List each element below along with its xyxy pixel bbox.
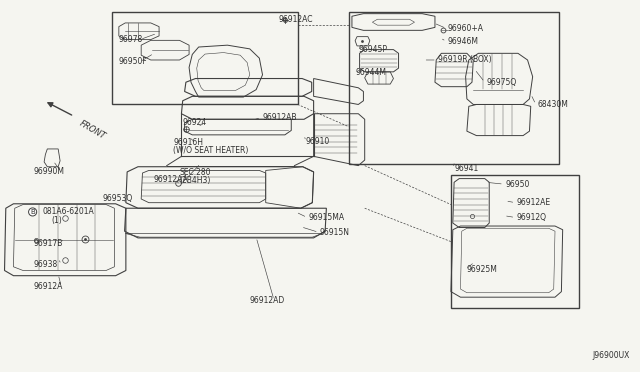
Bar bbox=[113, 12, 298, 105]
Bar bbox=[349, 12, 559, 164]
Text: 96945P: 96945P bbox=[358, 45, 387, 54]
Text: 96912Q: 96912Q bbox=[516, 213, 547, 222]
Text: 96950F: 96950F bbox=[119, 57, 148, 66]
Text: 96912AA: 96912AA bbox=[154, 175, 189, 184]
Text: 96990M: 96990M bbox=[34, 167, 65, 176]
Text: 081A6-6201A: 081A6-6201A bbox=[42, 208, 94, 217]
Text: 96938: 96938 bbox=[34, 260, 58, 269]
Text: 96912A: 96912A bbox=[34, 282, 63, 291]
Bar bbox=[451, 175, 579, 308]
Text: 68430M: 68430M bbox=[537, 100, 568, 109]
Text: 96912AD: 96912AD bbox=[250, 296, 285, 305]
Text: 96953Q: 96953Q bbox=[103, 194, 133, 203]
Text: 96946M: 96946M bbox=[448, 37, 479, 46]
Text: 96915N: 96915N bbox=[320, 228, 350, 237]
Text: 96919R (BOX): 96919R (BOX) bbox=[438, 55, 492, 64]
Text: SEC.280: SEC.280 bbox=[179, 168, 211, 177]
Text: B: B bbox=[30, 209, 35, 215]
Text: 96917B: 96917B bbox=[34, 239, 63, 248]
Text: FRONT: FRONT bbox=[77, 119, 107, 141]
Text: 96910: 96910 bbox=[306, 137, 330, 146]
Text: (1): (1) bbox=[52, 216, 63, 225]
Text: 96924: 96924 bbox=[182, 119, 207, 128]
Text: 96941: 96941 bbox=[454, 164, 478, 173]
Text: 96912AB: 96912AB bbox=[262, 113, 297, 122]
Text: 96912AC: 96912AC bbox=[278, 15, 313, 24]
Text: (2B4H3): (2B4H3) bbox=[179, 176, 211, 185]
Text: 96912AE: 96912AE bbox=[516, 198, 551, 207]
Text: (W/O SEAT HEATER): (W/O SEAT HEATER) bbox=[173, 146, 248, 155]
Text: 96925M: 96925M bbox=[467, 265, 498, 274]
Text: 96916H: 96916H bbox=[173, 138, 203, 147]
Text: 96915MA: 96915MA bbox=[308, 213, 344, 222]
Text: 96978: 96978 bbox=[119, 35, 143, 44]
Text: J96900UX: J96900UX bbox=[593, 351, 630, 360]
Text: 96944M: 96944M bbox=[356, 68, 387, 77]
Text: 96960+A: 96960+A bbox=[448, 24, 484, 33]
Text: 96950: 96950 bbox=[505, 180, 529, 189]
Text: 96975Q: 96975Q bbox=[486, 78, 516, 87]
